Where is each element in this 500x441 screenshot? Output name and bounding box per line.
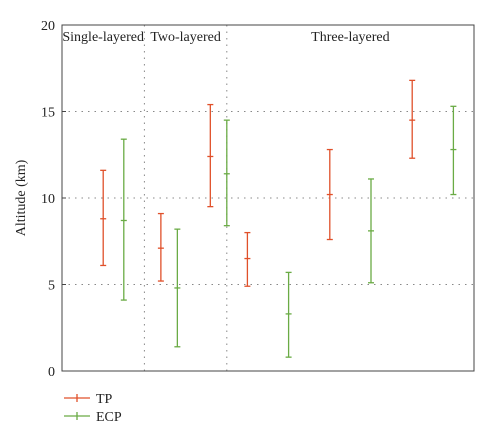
errorbar-ecp — [223, 119, 230, 227]
y-axis-label: Altitude (km) — [14, 159, 29, 236]
errorbar-tp — [100, 169, 107, 267]
group-label: Three-layered — [311, 30, 390, 45]
y-tick-label: 0 — [48, 365, 55, 380]
legend-label: ECP — [96, 410, 122, 425]
series-tp — [100, 79, 416, 287]
group-label: Single-layered — [62, 30, 144, 45]
series-marks — [100, 79, 457, 358]
y-tick-label: 15 — [41, 106, 55, 121]
y-tick-label: 5 — [48, 279, 55, 294]
series-ecp — [120, 105, 457, 358]
errorbar-tp — [244, 231, 251, 287]
errorbar-tp — [409, 79, 416, 159]
errorbar-ecp — [450, 105, 457, 196]
group-label: Two-layered — [150, 30, 221, 45]
legend: TP ECP — [64, 392, 122, 425]
errorbar-tp — [157, 212, 164, 282]
y-axis-ticks: 0 5 10 15 20 — [41, 19, 66, 380]
errorbar-ecp — [368, 178, 374, 284]
errorbar-ecp — [120, 138, 127, 301]
errorbar-tp — [207, 103, 214, 208]
legend-label: TP — [96, 392, 113, 407]
errorbar-ecp — [285, 271, 292, 358]
legend-item-tp: TP — [64, 392, 113, 407]
y-tick-label: 10 — [41, 192, 55, 207]
legend-item-ecp: ECP — [64, 410, 122, 425]
group-labels: Single-layered Two-layered Three-layered — [62, 30, 389, 45]
errorbar-ecp — [174, 228, 181, 348]
errorbar-tp — [326, 148, 333, 241]
y-tick-label: 20 — [41, 19, 55, 34]
